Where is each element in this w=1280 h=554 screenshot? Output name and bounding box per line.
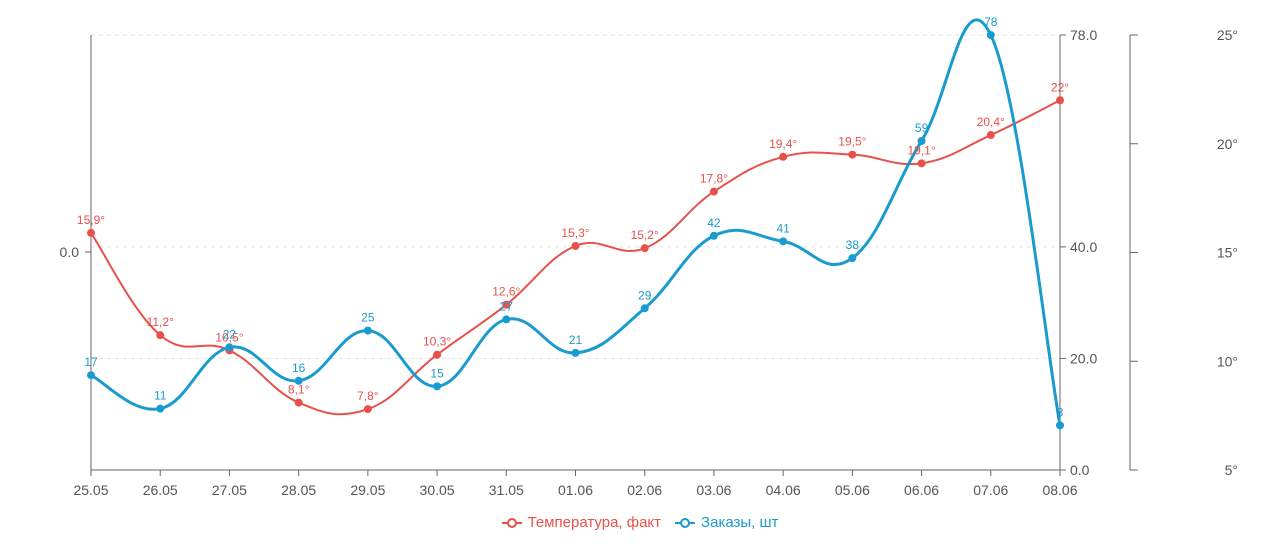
orders-axis-tick-label: 20.0 bbox=[1070, 350, 1097, 366]
data-label: 19,1° bbox=[907, 143, 935, 157]
x-axis-tick-label: 27.05 bbox=[212, 482, 247, 498]
temperature-axis-tick-label: 10° bbox=[1217, 353, 1238, 369]
x-axis-tick-label: 06.06 bbox=[904, 482, 939, 498]
data-label: 11,2° bbox=[147, 315, 174, 329]
data-point bbox=[571, 348, 580, 357]
data-label: 59 bbox=[915, 121, 929, 135]
x-axis-tick-label: 07.06 bbox=[973, 482, 1008, 498]
legend-label-orders: Заказы, шт bbox=[701, 514, 779, 531]
data-point bbox=[433, 382, 442, 391]
x-axis-tick-label: 03.06 bbox=[696, 482, 731, 498]
data-point bbox=[986, 31, 995, 39]
data-label: 16 bbox=[292, 361, 306, 375]
data-label: 38 bbox=[846, 238, 860, 252]
data-label: 15,2° bbox=[631, 228, 659, 242]
data-label: 22° bbox=[1051, 80, 1069, 94]
data-point bbox=[709, 231, 718, 240]
data-point bbox=[294, 398, 303, 407]
data-label: 22 bbox=[223, 327, 237, 341]
data-label: 7,8° bbox=[357, 389, 379, 403]
orders-axis-tick-label: 40.0 bbox=[1070, 239, 1097, 255]
x-axis-tick-label: 31.05 bbox=[489, 482, 524, 498]
temperature-axis-tick-label: 25° bbox=[1217, 27, 1238, 43]
legend-label-temperature: Температура, факт bbox=[527, 514, 662, 531]
data-label: 41 bbox=[776, 221, 790, 235]
data-point bbox=[294, 376, 303, 385]
legend-swatch-temperature bbox=[501, 517, 522, 528]
legend-swatch-orders bbox=[675, 517, 696, 528]
data-point bbox=[848, 254, 857, 263]
data-point bbox=[502, 300, 511, 309]
orders-axis-tick-label: 0.0 bbox=[1070, 462, 1090, 478]
data-point bbox=[87, 228, 95, 237]
data-label: 12,6° bbox=[492, 285, 520, 299]
data-point bbox=[1056, 421, 1064, 430]
series-line-orders bbox=[90, 18, 1062, 426]
temperature-axis-tick-label: 15° bbox=[1217, 245, 1238, 261]
data-point bbox=[640, 244, 649, 253]
data-point bbox=[571, 241, 580, 250]
x-axis-tick-label: 02.06 bbox=[627, 482, 662, 498]
x-axis-tick-label: 05.06 bbox=[835, 482, 870, 498]
legend-item-temperature[interactable]: Температура, факт bbox=[501, 514, 662, 531]
x-axis-tick-label: 25.05 bbox=[73, 482, 108, 498]
data-point bbox=[779, 237, 788, 246]
data-label: 78 bbox=[984, 15, 998, 29]
data-label: 8,1° bbox=[288, 383, 310, 397]
data-point bbox=[433, 350, 442, 359]
data-label: 21 bbox=[569, 333, 583, 347]
data-point bbox=[363, 326, 372, 335]
x-axis-tick-label: 08.06 bbox=[1042, 482, 1077, 498]
data-label: 15 bbox=[430, 366, 444, 380]
orders-axis-tick-label: 78.0 bbox=[1070, 27, 1097, 43]
series bbox=[87, 18, 1064, 430]
data-label: 17,8° bbox=[700, 172, 728, 186]
data-point bbox=[363, 405, 372, 414]
data-label: 15,3° bbox=[561, 226, 589, 240]
data-label: 42 bbox=[707, 216, 721, 230]
x-axis-tick-label: 28.05 bbox=[281, 482, 316, 498]
data-point bbox=[156, 404, 165, 413]
combo-line-chart: 0.0 25.05 26.05 27.05 28.05 29.05 30.05 31.05 01… bbox=[60, 15, 1238, 498]
x-axis-tick-label: 01.06 bbox=[558, 482, 593, 498]
data-point bbox=[917, 159, 926, 168]
data-point bbox=[87, 371, 95, 380]
data-point bbox=[156, 331, 165, 340]
axes: 0.0 25.05 26.05 27.05 28.05 29.05 30.05 31.05 01… bbox=[60, 27, 1238, 498]
temperature-axis-tick-label: 5° bbox=[1225, 462, 1238, 478]
data-label: 20,4° bbox=[977, 115, 1005, 129]
data-label: 17 bbox=[84, 355, 98, 369]
data-label: 29 bbox=[638, 288, 652, 302]
data-label: 10,3° bbox=[423, 335, 451, 349]
data-labels: 15,9° 11,2° 10,5° 8,1° 7,8° 10,3° 12,6° 15,3° 15… bbox=[77, 15, 1069, 419]
data-label: 15,9° bbox=[77, 213, 105, 227]
data-label: 27 bbox=[500, 299, 514, 313]
data-point bbox=[986, 131, 995, 140]
x-axis-tick-label: 29.05 bbox=[350, 482, 385, 498]
data-label: 11 bbox=[154, 389, 167, 403]
data-label: 10,5° bbox=[215, 330, 243, 344]
data-label: 8 bbox=[1057, 405, 1064, 419]
data-point bbox=[1056, 96, 1064, 105]
data-point bbox=[709, 187, 718, 196]
x-axis-tick-label: 26.05 bbox=[143, 482, 178, 498]
legend: Температура, факт Заказы, шт bbox=[0, 514, 1280, 531]
data-point bbox=[848, 150, 857, 159]
x-axis-tick-label: 30.05 bbox=[420, 482, 455, 498]
data-point bbox=[640, 304, 649, 313]
data-point bbox=[225, 343, 234, 352]
data-label: 25 bbox=[361, 311, 375, 325]
data-point bbox=[917, 136, 926, 145]
temperature-axis-tick-label: 20° bbox=[1217, 136, 1238, 152]
data-point bbox=[502, 315, 511, 324]
legend-item-orders[interactable]: Заказы, шт bbox=[675, 514, 778, 531]
data-label: 19,5° bbox=[838, 135, 866, 149]
data-label: 19,4° bbox=[769, 137, 797, 151]
gridlines bbox=[91, 34, 1060, 359]
data-point bbox=[779, 152, 788, 161]
x-axis-tick-label: 04.06 bbox=[766, 482, 801, 498]
left-axis-tick-label: 0.0 bbox=[60, 244, 80, 260]
